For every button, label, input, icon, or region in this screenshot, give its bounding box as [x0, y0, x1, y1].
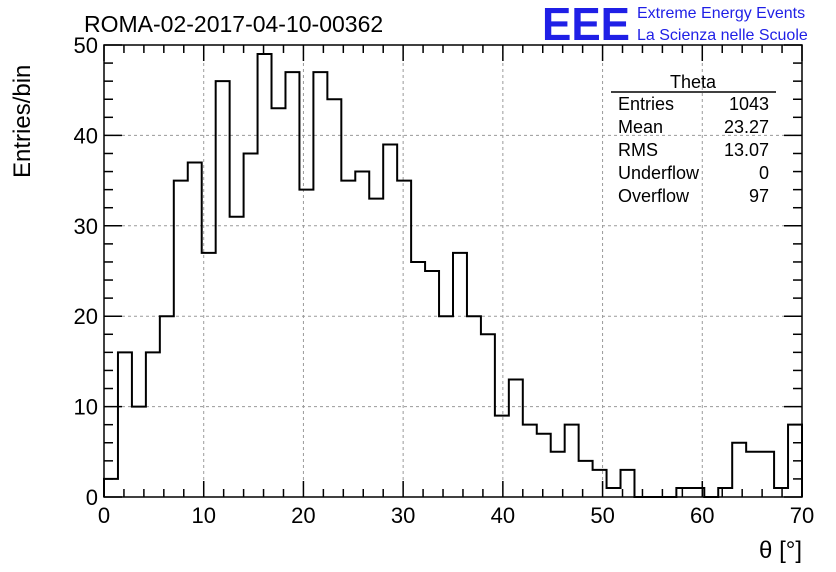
stats-row-value: 97: [749, 186, 769, 206]
axis-ticks: [103, 44, 803, 498]
y-tick-label: 50: [74, 33, 98, 58]
histogram-bin: [341, 181, 355, 497]
stats-row-value: 13.07: [724, 140, 769, 160]
y-tick-labels: 0 10 20 30 40 50: [74, 33, 98, 510]
logo-line-1: Extreme Energy Events: [637, 5, 805, 22]
stats-row-label: RMS: [618, 140, 658, 160]
stats-row-label: Underflow: [618, 163, 700, 183]
histogram-bin: [579, 461, 593, 497]
stats-box: Theta Entries 1043 Mean 23.27 RMS 13.07 Underf…: [611, 72, 776, 206]
x-tick-label: 70: [790, 503, 814, 528]
histogram-bin: [607, 488, 621, 497]
histogram-series: [103, 53, 803, 498]
histogram-bin: [732, 443, 746, 497]
logo-line-2: La Scienza nelle Scuole: [637, 27, 808, 44]
stats-row-value: 23.27: [724, 117, 769, 137]
y-tick-label: 40: [74, 123, 98, 148]
stats-row-label: Entries: [618, 94, 674, 114]
histogram-bin: [397, 181, 411, 497]
histogram-bin: [537, 434, 551, 497]
histogram-bin: [299, 190, 313, 497]
histogram-bin: [174, 181, 188, 497]
histogram-bin: [258, 54, 272, 497]
histogram-bin: [481, 334, 495, 497]
histogram-bin: [495, 416, 509, 497]
histogram-bin: [118, 352, 132, 497]
stats-row-value: 0: [759, 163, 769, 183]
y-tick-label: 10: [74, 395, 98, 420]
histogram-bin: [104, 479, 118, 497]
stats-rows: Entries 1043 Mean 23.27 RMS 13.07 Underflow 0 Ov…: [618, 94, 769, 206]
x-tick-labels: 0 10 20 30 40 50 60 70: [98, 503, 814, 528]
stats-row-label: Overflow: [618, 186, 690, 206]
histogram-bin: [230, 217, 244, 497]
histogram-bin: [774, 488, 788, 497]
x-tick-label: 10: [191, 503, 215, 528]
x-tick-label: 50: [590, 503, 614, 528]
histogram-bin: [132, 407, 146, 497]
histogram-bin: [509, 379, 523, 497]
histogram-bin: [593, 470, 607, 497]
histogram-bin: [746, 452, 760, 497]
x-axis-title: θ [°]: [759, 537, 802, 564]
y-axis-title: Entries/bin: [9, 65, 36, 178]
histogram-bin: [369, 199, 383, 497]
histogram-bin: [327, 99, 341, 497]
histogram-bin: [411, 262, 425, 497]
histogram-bin: [523, 425, 537, 497]
logo-mark: EEE: [542, 0, 630, 50]
chart-title: ROMA-02-2017-04-10-00362: [84, 11, 383, 37]
histogram-bin: [355, 172, 369, 497]
histogram-bin: [718, 488, 732, 497]
histogram-bin: [244, 153, 258, 497]
histogram-bin: [383, 144, 397, 497]
plot-frame: [103, 44, 803, 498]
y-tick-label: 30: [74, 214, 98, 239]
stats-row-label: Mean: [618, 117, 663, 137]
x-tick-label: 0: [98, 503, 110, 528]
stats-title: Theta: [670, 72, 717, 92]
histogram-bin: [272, 108, 286, 497]
y-tick-label: 0: [86, 485, 98, 510]
stats-row-value: 1043: [729, 94, 769, 114]
eee-logo: EEE Extreme Energy Events La Scienza nel…: [542, 0, 808, 50]
histogram-bin: [453, 253, 467, 497]
y-tick-label: 20: [74, 304, 98, 329]
histogram-bin: [146, 352, 160, 497]
histogram-bin: [676, 488, 690, 497]
histogram-bin: [216, 81, 230, 497]
x-tick-label: 40: [491, 503, 515, 528]
histogram-bin: [188, 163, 202, 497]
x-tick-label: 20: [291, 503, 315, 528]
x-tick-label: 30: [391, 503, 415, 528]
histogram-bin: [425, 271, 439, 497]
x-tick-label: 60: [690, 503, 714, 528]
histogram-outline: [103, 53, 803, 498]
histogram-bin: [565, 425, 579, 497]
